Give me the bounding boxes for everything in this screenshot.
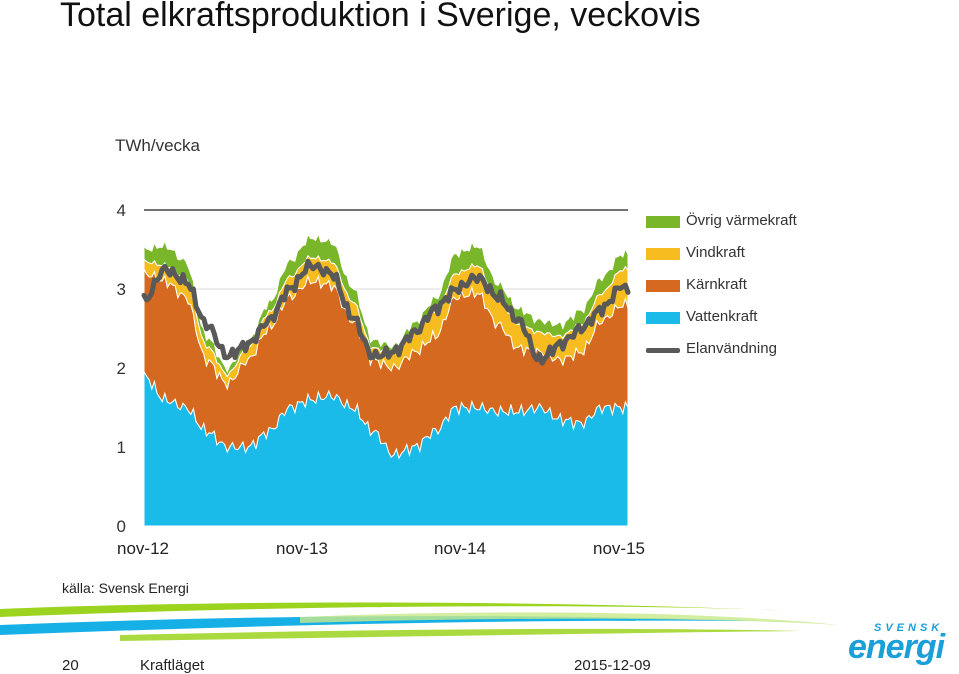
chart-areas	[143, 232, 629, 527]
x-tick-label: nov-13	[276, 539, 328, 558]
legend-label: Elanvändning	[686, 340, 777, 357]
production-chart: 0 1 2 3 4 nov-12 nov-13 nov-14 nov-15	[117, 201, 645, 558]
y-tick-label: 2	[117, 359, 126, 378]
y-tick-label: 3	[117, 280, 126, 299]
logo-top-text: SVENSK	[874, 622, 944, 634]
source-note: källa: Svensk Energi	[62, 580, 189, 596]
x-tick-label: nov-14	[434, 539, 486, 558]
legend-swatch	[646, 348, 680, 353]
legend-swatch	[646, 216, 680, 228]
logo-main-text: energi	[848, 628, 945, 666]
y-axis-unit-label: TWh/vecka	[115, 136, 201, 155]
y-tick-label: 4	[117, 201, 126, 220]
y-tick-label: 0	[117, 517, 126, 536]
x-tick-label: nov-15	[593, 539, 645, 558]
legend-label: Vindkraft	[686, 244, 745, 261]
legend-label: Vattenkraft	[686, 308, 758, 325]
legend-swatch	[646, 280, 680, 292]
chart-title: Total elkraftsproduktion i Sverige, veck…	[60, 0, 701, 34]
chart-lines	[141, 258, 631, 366]
y-axis-ticks: 0 1 2 3 4	[117, 201, 126, 536]
decorative-swoosh	[0, 602, 840, 641]
x-tick-label: nov-12	[117, 539, 169, 558]
page-number: 20	[62, 657, 79, 674]
legend-swatch	[646, 248, 680, 260]
footer-section: Kraftläget	[140, 657, 205, 674]
legend-label: Kärnkraft	[686, 276, 747, 293]
y-tick-label: 1	[117, 438, 126, 457]
legend-label: Övrig värmekraft	[686, 212, 797, 229]
legend-swatch	[646, 312, 680, 324]
footer-date: 2015-12-09	[574, 657, 651, 674]
x-axis-ticks: nov-12 nov-13 nov-14 nov-15	[117, 539, 645, 558]
line-elanvandning	[141, 258, 631, 366]
